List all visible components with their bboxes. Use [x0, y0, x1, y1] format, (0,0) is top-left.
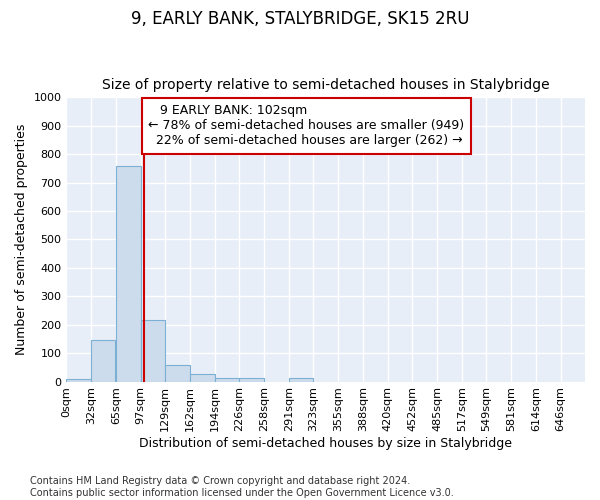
- X-axis label: Distribution of semi-detached houses by size in Stalybridge: Distribution of semi-detached houses by …: [139, 437, 512, 450]
- Bar: [67, 380, 91, 382]
- Title: Size of property relative to semi-detached houses in Stalybridge: Size of property relative to semi-detach…: [102, 78, 550, 92]
- Bar: [116, 166, 140, 382]
- Text: 9, EARLY BANK, STALYBRIDGE, SK15 2RU: 9, EARLY BANK, STALYBRIDGE, SK15 2RU: [131, 10, 469, 28]
- Bar: [190, 374, 215, 382]
- Bar: [239, 378, 264, 382]
- Text: Contains HM Land Registry data © Crown copyright and database right 2024.
Contai: Contains HM Land Registry data © Crown c…: [30, 476, 454, 498]
- Bar: [91, 340, 115, 382]
- Y-axis label: Number of semi-detached properties: Number of semi-detached properties: [15, 124, 28, 355]
- Bar: [165, 366, 190, 382]
- Bar: [289, 378, 313, 382]
- Bar: [215, 378, 239, 382]
- Bar: [140, 320, 165, 382]
- Text: 9 EARLY BANK: 102sqm   
← 78% of semi-detached houses are smaller (949)
  22% of: 9 EARLY BANK: 102sqm ← 78% of semi-detac…: [148, 104, 464, 148]
